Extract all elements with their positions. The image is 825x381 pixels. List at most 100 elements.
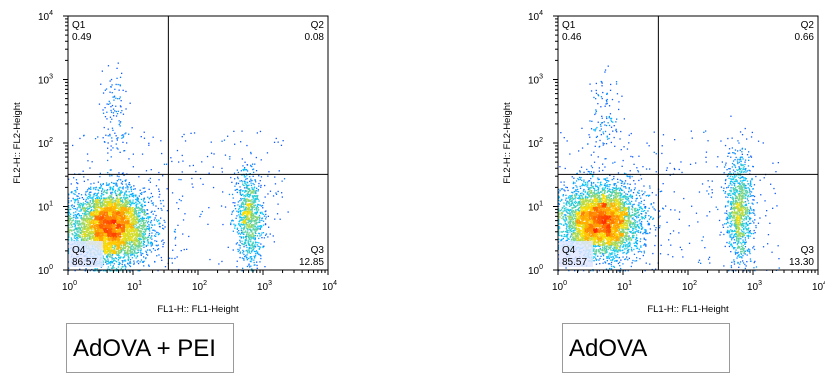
data-point [136, 221, 138, 223]
data-point [78, 226, 80, 228]
data-point [117, 242, 119, 244]
data-point [101, 207, 103, 210]
data-point [72, 234, 74, 236]
data-point [155, 233, 157, 235]
data-point [121, 210, 123, 212]
data-point [137, 203, 139, 205]
data-point [111, 198, 113, 201]
data-point [106, 248, 108, 250]
data-point [91, 230, 94, 233]
data-point [126, 201, 128, 203]
data-point [124, 255, 126, 257]
data-point [125, 224, 127, 226]
data-point [127, 234, 129, 237]
data-point [104, 221, 106, 223]
data-point [98, 199, 100, 201]
data-point [98, 220, 101, 222]
data-point [123, 209, 125, 211]
data-point [88, 228, 90, 230]
data-point [126, 227, 129, 229]
data-point [137, 213, 139, 215]
data-point [116, 227, 118, 229]
data-point [117, 215, 119, 217]
data-point [127, 250, 129, 253]
data-point [76, 234, 78, 236]
data-point [90, 214, 92, 216]
data-point [132, 209, 134, 211]
data-point [84, 212, 86, 215]
data-point [124, 259, 126, 261]
data-point [98, 187, 101, 189]
data-point [109, 222, 112, 224]
data-point [79, 236, 81, 238]
data-point [245, 255, 247, 257]
data-point [126, 203, 128, 205]
data-point [118, 221, 120, 223]
data-point [112, 240, 114, 243]
data-point [145, 217, 148, 219]
data-point [140, 253, 142, 255]
data-point [109, 201, 111, 203]
data-point [132, 218, 134, 220]
data-point [92, 222, 94, 224]
data-point [134, 223, 136, 225]
data-point [112, 251, 114, 254]
data-point [83, 215, 85, 217]
data-point [156, 240, 158, 242]
data-point [80, 225, 83, 227]
data-point [126, 232, 128, 235]
data-point [103, 257, 105, 260]
data-point [129, 210, 131, 212]
data-point [116, 180, 119, 182]
data-point [108, 233, 110, 235]
data-point [150, 227, 153, 229]
data-point [123, 218, 125, 220]
data-point [111, 262, 113, 264]
data-point [112, 207, 114, 209]
data-point [123, 205, 126, 208]
data-point [101, 239, 103, 241]
data-point [119, 224, 121, 226]
data-point [154, 240, 156, 242]
data-point [84, 222, 86, 224]
data-point [69, 215, 71, 217]
data-point [125, 201, 127, 203]
data-point [109, 233, 111, 235]
data-point [248, 247, 250, 249]
data-point [129, 230, 131, 233]
data-point [117, 251, 120, 254]
data-point [106, 201, 108, 203]
data-point [143, 221, 145, 224]
data-point [140, 241, 143, 244]
data-point [97, 212, 99, 214]
data-point [121, 222, 123, 225]
data-point [100, 206, 103, 208]
data-point [118, 202, 120, 204]
data-point [111, 234, 114, 236]
data-point [144, 201, 146, 203]
data-point [136, 252, 139, 254]
data-point [83, 232, 85, 234]
data-point [95, 215, 97, 217]
data-point [138, 226, 141, 228]
data-point [253, 195, 256, 197]
data-point [252, 168, 254, 171]
data-point [122, 238, 124, 241]
data-point [114, 206, 116, 208]
data-point [132, 199, 134, 201]
data-point [109, 195, 111, 198]
data-point [115, 193, 117, 195]
data-point [102, 223, 104, 225]
data-point [108, 211, 110, 213]
data-point [109, 175, 111, 177]
data-point [83, 223, 85, 225]
data-point [155, 244, 157, 246]
data-point [74, 270, 76, 272]
data-point [119, 228, 121, 230]
data-point [105, 225, 108, 227]
data-point [110, 250, 112, 252]
data-point [77, 202, 79, 204]
data-point [108, 250, 110, 252]
data-point [97, 224, 99, 226]
data-point [132, 226, 134, 228]
